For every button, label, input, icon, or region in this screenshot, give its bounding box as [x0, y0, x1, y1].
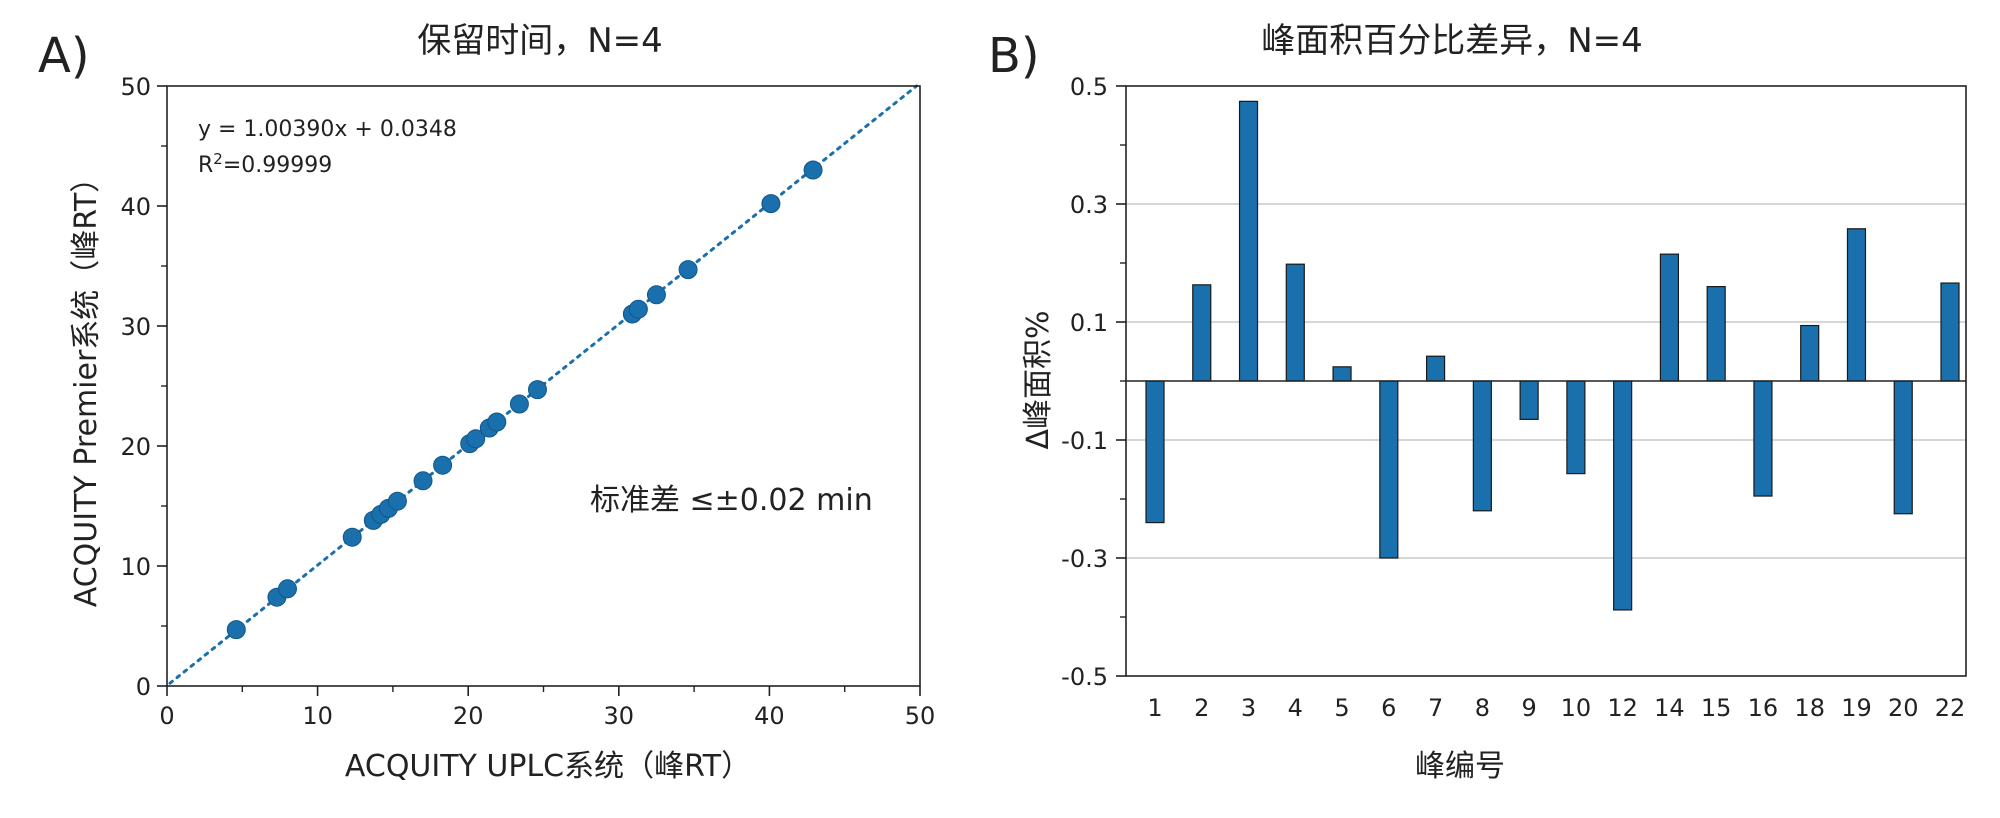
std-dev-annotation: 标准差 ≤±0.02 min — [590, 483, 873, 518]
scatter-point — [487, 412, 507, 432]
panel-a-label: A) — [38, 28, 90, 84]
x-category-label: 8 — [1475, 694, 1490, 722]
x-tick-label: 30 — [604, 702, 635, 730]
bar — [1800, 324, 1820, 382]
bar — [1145, 380, 1165, 524]
x-tick-label: 50 — [905, 702, 936, 730]
x-category-label: 14 — [1654, 694, 1685, 722]
y-tick-label: 0 — [136, 673, 151, 701]
x-category-label: 22 — [1935, 694, 1966, 722]
x-category-label: 2 — [1194, 694, 1209, 722]
x-category-label: 18 — [1794, 694, 1825, 722]
scatter-point — [803, 160, 823, 180]
bar — [1613, 380, 1633, 611]
x-category-label: 7 — [1428, 694, 1443, 722]
bar — [1893, 380, 1913, 515]
bar — [1192, 284, 1212, 382]
scatter-point — [646, 285, 666, 305]
scatter-point — [678, 260, 698, 280]
bar — [1940, 282, 1960, 382]
y-tick-label: 0.3 — [1070, 191, 1108, 219]
y-tick-label: 50 — [120, 73, 151, 101]
bar — [1753, 380, 1773, 497]
scatter-point — [466, 429, 486, 449]
y-tick-label: 30 — [120, 313, 151, 341]
x-category-label: 6 — [1381, 694, 1396, 722]
y-tick-label: 10 — [120, 553, 151, 581]
y-tick-label: -0.3 — [1061, 545, 1108, 573]
y-tick-label: 20 — [120, 433, 151, 461]
scatter-title: 保留时间，N=4 — [417, 21, 663, 61]
x-category-label: 4 — [1288, 694, 1303, 722]
x-category-label: 19 — [1841, 694, 1872, 722]
scatter-point — [761, 194, 781, 214]
r-squared-value: =0.99999 — [223, 153, 332, 178]
bar-gridlines — [1126, 203, 1966, 559]
scatter-point — [226, 620, 246, 640]
bar-series — [1145, 100, 1960, 611]
x-tick-label: 40 — [754, 702, 785, 730]
scatter-y-axis-label: ACQUITY Premier系统（峰RT） — [69, 163, 104, 608]
scatter-point — [277, 579, 297, 599]
scatter-plot-frame — [166, 85, 921, 687]
bar — [1566, 380, 1586, 475]
y-tick-label: 0.5 — [1070, 73, 1108, 101]
scatter-points — [226, 160, 823, 640]
bar — [1425, 355, 1446, 382]
regression-equation: y = 1.00390x + 0.0348 — [198, 117, 457, 142]
bar-title: 峰面积百分比差异，N=4 — [1261, 21, 1643, 61]
scatter-point — [387, 491, 407, 511]
scatter-x-axis-label: ACQUITY UPLC系统（峰RT） — [345, 749, 751, 784]
bar-ticks: -0.5 -0.3 -0.1 0.1 0.3 0.5 — [1061, 73, 1126, 691]
bar-y-axis-label: Δ峰面积% — [1021, 310, 1056, 449]
y-tick-label: -0.5 — [1061, 663, 1108, 691]
scatter-point — [527, 380, 547, 400]
r-squared-label: R2=0.99999 — [198, 150, 332, 178]
bar-category-labels: 1 2 3 4 5 6 7 8 9 10 12 14 15 16 18 19 20 22 — [1147, 694, 1965, 722]
bar — [1659, 253, 1680, 382]
r-squared-superscript: 2 — [213, 150, 223, 168]
bar-x-axis-label: 峰编号 — [1415, 749, 1505, 784]
bar — [1472, 380, 1492, 512]
scatter-panel: A) 保留时间，N=4 0 10 20 30 40 50 0 10 20 30 40 50 y = 1… — [38, 21, 935, 784]
scatter-point — [628, 299, 648, 319]
y-tick-label: 0.1 — [1070, 309, 1108, 337]
scatter-point — [509, 394, 529, 414]
x-category-label: 10 — [1561, 694, 1592, 722]
x-category-label: 16 — [1748, 694, 1779, 722]
bar — [1706, 286, 1726, 382]
scatter-point — [342, 527, 362, 547]
x-tick-label: 20 — [453, 702, 484, 730]
bar — [1519, 380, 1539, 420]
bar — [1332, 366, 1352, 382]
x-category-label: 1 — [1147, 694, 1162, 722]
bar — [1285, 263, 1305, 382]
scatter-point — [413, 471, 433, 491]
scatter-minor-ticks — [161, 145, 846, 692]
x-category-label: 3 — [1241, 694, 1256, 722]
r-squared-symbol: R — [198, 153, 213, 178]
x-category-label: 20 — [1888, 694, 1919, 722]
bar — [1238, 100, 1259, 382]
scatter-point — [433, 455, 453, 475]
panel-b-label: B) — [988, 28, 1040, 84]
x-category-label: 12 — [1607, 694, 1638, 722]
bar-plot-frame — [1125, 85, 1967, 677]
bar — [1379, 380, 1399, 559]
x-category-label: 15 — [1701, 694, 1732, 722]
x-category-label: 9 — [1521, 694, 1536, 722]
scatter-ticks: 0 10 20 30 40 50 0 10 20 30 40 50 — [120, 73, 935, 730]
x-category-label: 5 — [1334, 694, 1349, 722]
bar — [1846, 228, 1867, 382]
y-tick-label: -0.1 — [1061, 427, 1108, 455]
x-tick-label: 0 — [159, 702, 174, 730]
x-tick-label: 10 — [302, 702, 333, 730]
y-tick-label: 40 — [120, 193, 151, 221]
